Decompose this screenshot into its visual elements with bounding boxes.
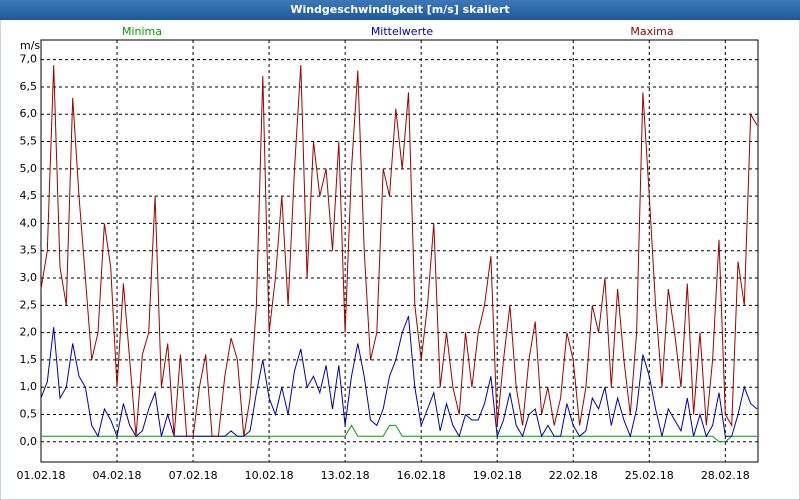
x-tick-label: 22.02.18 <box>549 469 598 482</box>
y-tick-label: 3,0 <box>20 271 38 284</box>
y-tick-label: 4,0 <box>20 216 38 229</box>
legend-entry: Mittelwerte <box>371 25 434 38</box>
y-tick-label: 2,0 <box>20 326 38 339</box>
y-tick-label: 7,0 <box>20 53 38 66</box>
x-tick-label: 28.02.18 <box>701 469 750 482</box>
y-tick-label: 5,0 <box>20 162 38 175</box>
x-tick-label: 19.02.18 <box>473 469 522 482</box>
y-tick-label: 6,5 <box>20 80 38 93</box>
x-tick-label: 07.02.18 <box>169 469 218 482</box>
y-tick-label: 6,0 <box>20 107 38 120</box>
y-tick-label: 2,5 <box>20 298 38 311</box>
x-tick-label: 13.02.18 <box>321 469 370 482</box>
series-line <box>40 316 758 439</box>
chart-title: Windgeschwindigkeit [m/s] skaliert <box>290 3 509 16</box>
x-tick-label: 04.02.18 <box>93 469 142 482</box>
y-tick-label: 1,5 <box>20 353 38 366</box>
series-line <box>40 65 758 437</box>
legend-entry: Minima <box>122 25 162 38</box>
title-bar <box>0 0 800 20</box>
y-tick-label: 5,5 <box>20 135 38 148</box>
x-tick-label: 10.02.18 <box>245 469 294 482</box>
series-line <box>41 424 757 443</box>
x-tick-label: 16.02.18 <box>397 469 446 482</box>
x-tick-label: 25.02.18 <box>625 469 674 482</box>
y-tick-label: 3,5 <box>20 244 38 257</box>
x-tick-label: 01.02.18 <box>17 469 66 482</box>
legend-entry: Maxima <box>630 25 673 38</box>
y-tick-label: 0,0 <box>20 435 38 448</box>
y-axis-label: m/s <box>20 39 40 52</box>
y-tick-label: 4,5 <box>20 189 38 202</box>
y-tick-label: 0,5 <box>20 408 38 421</box>
y-tick-label: 1,0 <box>20 380 38 393</box>
